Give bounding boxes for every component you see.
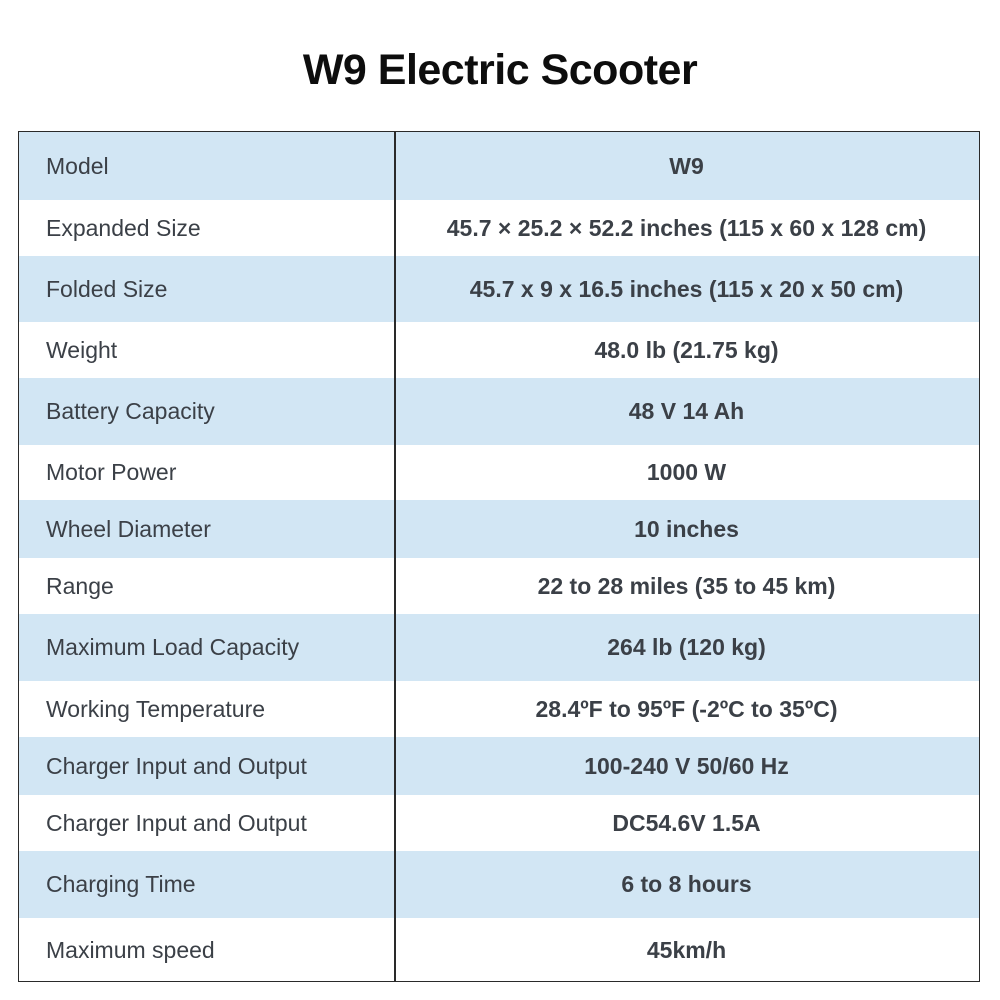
- table-row: Working Temperature 28.4ºF to 95ºF (-2ºC …: [19, 681, 979, 737]
- table-row: Expanded Size 45.7 × 25.2 × 52.2 inches (…: [19, 200, 979, 256]
- spec-value: 48.0 lb (21.75 kg): [594, 336, 779, 363]
- spec-label: Working Temperature: [46, 695, 266, 722]
- table-row: Model W9: [19, 132, 979, 200]
- table-row: Wheel Diameter 10 inches: [19, 500, 979, 558]
- table-row: Battery Capacity 48 V 14 Ah: [19, 378, 979, 445]
- spec-value: DC54.6V 1.5A: [612, 809, 761, 836]
- spec-label: Battery Capacity: [46, 398, 215, 424]
- spec-value: 45km/h: [646, 937, 727, 963]
- spec-label: Wheel Diameter: [46, 515, 211, 542]
- table-row: Folded Size 45.7 x 9 x 16.5 inches (115 x…: [19, 256, 979, 322]
- spec-value: 6 to 8 hours: [621, 871, 752, 897]
- page-title: W9 Electric Scooter: [302, 46, 698, 94]
- spec-label: Model: [46, 152, 109, 179]
- spec-label: Charger Input and Output: [46, 809, 307, 836]
- spec-value: 100-240 V 50/60 Hz: [584, 752, 789, 779]
- spec-label: Maximum speed: [46, 937, 215, 963]
- table-row: Range 22 to 28 miles (35 to 45 km): [19, 558, 979, 614]
- table-row: Weight 48.0 lb (21.75 kg): [19, 322, 979, 378]
- spec-value: 1000 W: [646, 459, 727, 485]
- spec-label: Expanded Size: [46, 214, 201, 241]
- spec-value: 45.7 x 9 x 16.5 inches (115 x 20 x 50 cm…: [469, 275, 904, 302]
- spec-label: Charger Input and Output: [46, 752, 307, 779]
- spec-value: 10 inches: [634, 515, 739, 542]
- spec-table: Maximum speed 45km/h Charging Time 6 to 8 h…: [18, 131, 980, 982]
- spec-label: Folded Size: [46, 275, 168, 302]
- spec-value: 45.7 × 25.2 × 52.2 inches (115 x 60 x 12…: [446, 214, 927, 241]
- spec-label: Motor Power: [46, 459, 177, 485]
- spec-value: 48 V 14 Ah: [628, 398, 745, 424]
- column-divider: [394, 132, 396, 981]
- spec-label: Weight: [46, 336, 118, 363]
- spec-value: W9: [669, 152, 704, 179]
- spec-label: Charging Time: [46, 871, 196, 897]
- spec-label: Maximum Load Capacity: [46, 634, 300, 660]
- table-row: Charger Input and Output 100-240 V 50/60 …: [19, 737, 979, 795]
- table-row: Motor Power 1000 W: [19, 445, 979, 500]
- spec-value: 22 to 28 miles (35 to 45 km): [537, 572, 836, 599]
- table-row: Maximum Load Capacity 264 lb (120 kg): [19, 614, 979, 681]
- spec-value: 264 lb (120 kg): [607, 634, 766, 660]
- table-row: Maximum speed 45km/h: [19, 918, 979, 983]
- spec-label: Range: [46, 572, 114, 599]
- table-row: Charging Time 6 to 8 hours: [19, 851, 979, 918]
- table-row: Charger Input and Output DC54.6V 1.5A: [19, 795, 979, 851]
- spec-value: 28.4ºF to 95ºF (-2ºC to 35ºC): [535, 695, 838, 722]
